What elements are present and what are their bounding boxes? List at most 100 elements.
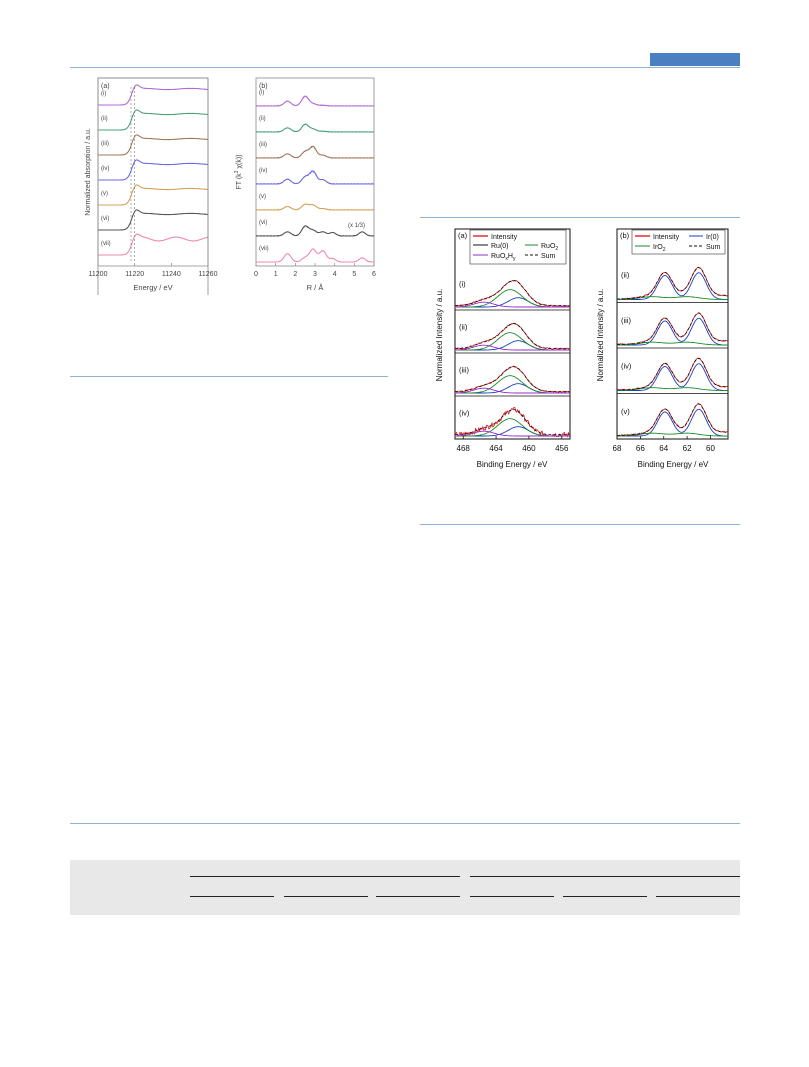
series-label: (iii)	[101, 141, 109, 147]
y-axis-label: Normalized Intensity / a.u.	[596, 289, 605, 381]
ru-legend: (a) Intensity Ru(0) RuO2 RuOxHy Sum	[458, 229, 567, 265]
y-axis-label: Normalized Intensity / a.u.	[435, 289, 444, 381]
component-line	[617, 432, 728, 437]
component-line	[455, 340, 570, 351]
intensity-line	[455, 365, 570, 393]
x-tick-label: 468	[457, 444, 471, 453]
sum-line	[455, 323, 570, 350]
legend-ir0: Ir(0)	[706, 234, 719, 241]
intensity-line	[617, 357, 729, 392]
xanes-x-ticks: 11200 11220 11240 11260	[89, 263, 218, 278]
table-header	[70, 860, 740, 915]
x-axis-label: Binding Energy / eV	[638, 460, 709, 469]
figure-rule-top-right	[420, 217, 740, 218]
series-label: (iv)	[459, 408, 470, 417]
plot-frame	[454, 228, 571, 440]
ft-line	[256, 203, 374, 211]
intensity-line	[616, 312, 729, 346]
panel-label: (a)	[101, 83, 110, 90]
x-tick-label: 456	[555, 444, 569, 453]
x-axis-label: R / Å	[307, 283, 324, 292]
ir-x-ticks: 68 66 64 62 60	[613, 436, 715, 453]
series-label: (i)	[459, 279, 466, 288]
series-label: (v)	[101, 191, 108, 197]
component-line	[617, 363, 728, 391]
figure-rule-bottom-right	[420, 524, 740, 525]
sum-line	[455, 280, 570, 307]
x-tick-label: 460	[522, 444, 536, 453]
xanes-line	[98, 209, 209, 231]
component-line	[617, 341, 728, 346]
x-tick-label: 68	[613, 444, 622, 453]
series-label: (vii)	[101, 241, 111, 247]
scale-annotation: (x 1/3)	[348, 223, 365, 229]
ru-subpanels: (i) (ii) (iii) (iv)	[454, 279, 570, 438]
header-tab	[650, 53, 740, 66]
ft-line	[256, 95, 374, 107]
x-tick-label: 11200	[89, 271, 108, 278]
legend-sum: Sum	[706, 244, 721, 251]
intensity-line	[454, 279, 570, 307]
ft-line	[256, 123, 374, 133]
xps-ir-chart: (ii) (iii) (iv) (v) (b) Intensity Ir(0) IrO…	[596, 228, 729, 469]
legend-intensity: Intensity	[491, 234, 518, 241]
ft-line	[256, 145, 374, 159]
series-label: (vii)	[259, 246, 269, 252]
x-tick-label: 62	[683, 444, 692, 453]
ir-legend: (b) Intensity Ir(0) IrO2 Sum	[620, 229, 726, 255]
intensity-line	[616, 266, 729, 300]
xanes-axes: 11200 11220 11240 11260 Energy / eV Normali…	[85, 77, 218, 292]
ft-fit-line	[256, 96, 374, 106]
x-tick-label: 11240	[162, 271, 181, 278]
x-tick-label: 0	[254, 271, 258, 278]
x-tick-label: 4	[333, 271, 337, 278]
series-label: (iii)	[621, 316, 631, 325]
series-label: (v)	[621, 407, 630, 416]
xanes-line	[98, 109, 209, 131]
xanes-line	[98, 159, 209, 181]
x-axis-label: Binding Energy / eV	[477, 460, 548, 469]
ft-fit-line	[256, 226, 374, 236]
ft-x-ticks: 0 1 2 3 4 5 6	[254, 263, 376, 278]
component-line	[617, 272, 728, 300]
x-tick-label: 66	[636, 444, 645, 453]
legend-ru0: Ru(0)	[491, 243, 509, 250]
table-top-rule	[70, 823, 740, 824]
series-label: (ii)	[101, 116, 108, 122]
sum-line	[617, 403, 729, 436]
series-label: (iv)	[621, 361, 632, 370]
table-sub-line	[563, 896, 647, 897]
xanes-line	[98, 84, 209, 106]
x-tick-label: 11260	[199, 271, 218, 278]
plot-frame	[616, 228, 729, 440]
component-line	[455, 301, 570, 308]
xanes-line	[98, 184, 209, 206]
exafs-chart: (b) (i) (ii) (iii) (iv) (v) (vi) (vii) (x 1/3)…	[234, 77, 376, 292]
sum-line	[617, 267, 729, 300]
component-line	[617, 408, 728, 437]
intensity-line	[616, 403, 728, 437]
table-sub-line	[284, 896, 368, 897]
table-span-line-2	[470, 876, 740, 877]
y-axis-label: Normalized absorption / a.u.	[85, 128, 92, 216]
sum-line	[455, 409, 570, 436]
legend-iro2: IrO2	[653, 244, 666, 253]
xanes-series	[98, 84, 209, 256]
xps-ru-chart: (i) (ii) (iii) (iv) (a) Intensity Ru(0) RuO…	[435, 228, 571, 469]
series-label: (iv)	[259, 168, 267, 174]
table-span-line-1	[190, 876, 460, 877]
ft-line	[256, 170, 374, 185]
x-tick-label: 60	[706, 444, 715, 453]
ru-x-ticks: 468 464 460 456	[457, 436, 569, 453]
legend-sum: Sum	[541, 253, 556, 260]
ft-fit-line	[256, 124, 374, 132]
component-line	[617, 317, 728, 346]
series-label: (ii)	[621, 270, 630, 279]
sum-line	[455, 366, 570, 393]
xanes-line	[98, 233, 209, 256]
series-label: (vi)	[259, 220, 267, 226]
xanes-series-labels: (i) (ii) (iii) (iv) (v) (vi) (vii)	[101, 91, 111, 247]
table-sub-line	[376, 896, 460, 897]
x-tick-label: 1	[274, 271, 278, 278]
series-label: (ii)	[459, 322, 468, 331]
